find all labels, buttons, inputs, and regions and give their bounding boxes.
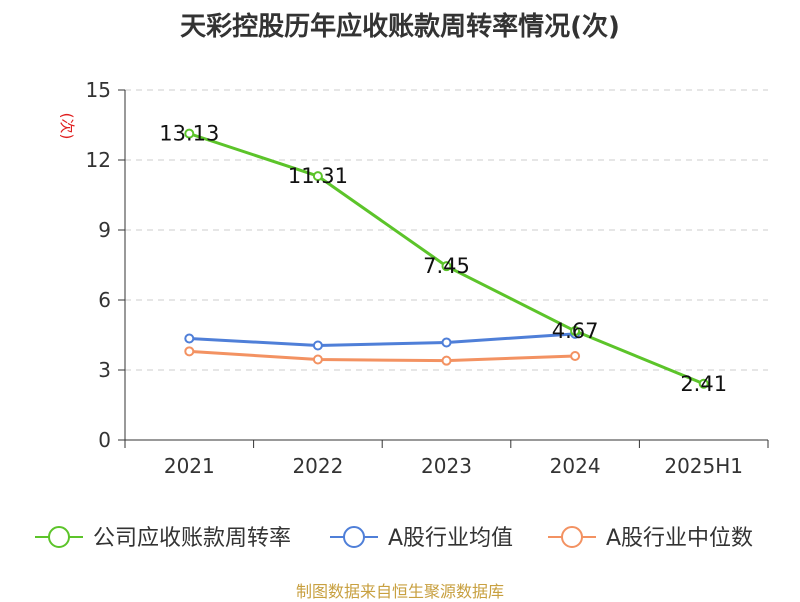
data-point bbox=[441, 355, 452, 366]
legend-marker bbox=[48, 526, 70, 548]
x-tick-label: 2024 bbox=[550, 454, 601, 478]
y-tick-label: 3 bbox=[98, 358, 111, 382]
data-point bbox=[441, 337, 452, 348]
y-tick-label: 9 bbox=[98, 218, 111, 242]
x-tick-label: 2021 bbox=[164, 454, 215, 478]
data-label: 2.41 bbox=[680, 372, 727, 396]
data-point bbox=[312, 354, 323, 365]
data-label: 11.31 bbox=[288, 164, 348, 188]
x-tick-label: 2023 bbox=[421, 454, 472, 478]
data-label: 7.45 bbox=[423, 254, 470, 278]
data-point bbox=[441, 261, 452, 272]
source-note: 制图数据来自恒生聚源数据库 bbox=[295, 582, 504, 601]
y-tick-label: 6 bbox=[98, 288, 111, 312]
legend-label: A股行业均值 bbox=[388, 526, 513, 551]
data-point bbox=[312, 171, 323, 182]
x-tick-label: 2022 bbox=[292, 454, 343, 478]
data-point bbox=[184, 333, 195, 344]
data-label: 13.13 bbox=[159, 122, 219, 146]
series: 13.13 11.31 7.45 4.67 2.41 bbox=[159, 122, 727, 396]
data-point bbox=[570, 351, 581, 361]
y-tick-label: 0 bbox=[98, 428, 111, 452]
data-label: 4.67 bbox=[552, 319, 599, 343]
y-tick-label: 12 bbox=[86, 148, 111, 172]
series-line-2 bbox=[189, 349, 576, 363]
grid bbox=[125, 89, 768, 371]
legend-marker bbox=[561, 526, 583, 548]
series-line-1 bbox=[189, 332, 576, 347]
legend-label: 公司应收账款周转率 bbox=[93, 526, 291, 551]
y-axis-label: (次) bbox=[58, 113, 76, 140]
legend-marker bbox=[343, 526, 365, 548]
legend-label: A股行业中位数 bbox=[606, 526, 753, 551]
legend: 公司应收账款周转率 A股行业均值 A股行业中位数 bbox=[35, 526, 753, 551]
x-tick-label: 2025H1 bbox=[664, 454, 743, 478]
y-tick-label: 15 bbox=[86, 78, 111, 102]
data-point bbox=[698, 378, 709, 389]
axes: 0 3 6 9 12 15 2021 2022 2023 2024 2025H1 (次) bbox=[58, 78, 769, 478]
data-point bbox=[184, 346, 195, 357]
data-point bbox=[570, 326, 581, 337]
data-point bbox=[312, 340, 323, 351]
data-point bbox=[184, 128, 195, 139]
chart-title: 天彩控股历年应收账款周转率情况(次) bbox=[180, 12, 620, 42]
